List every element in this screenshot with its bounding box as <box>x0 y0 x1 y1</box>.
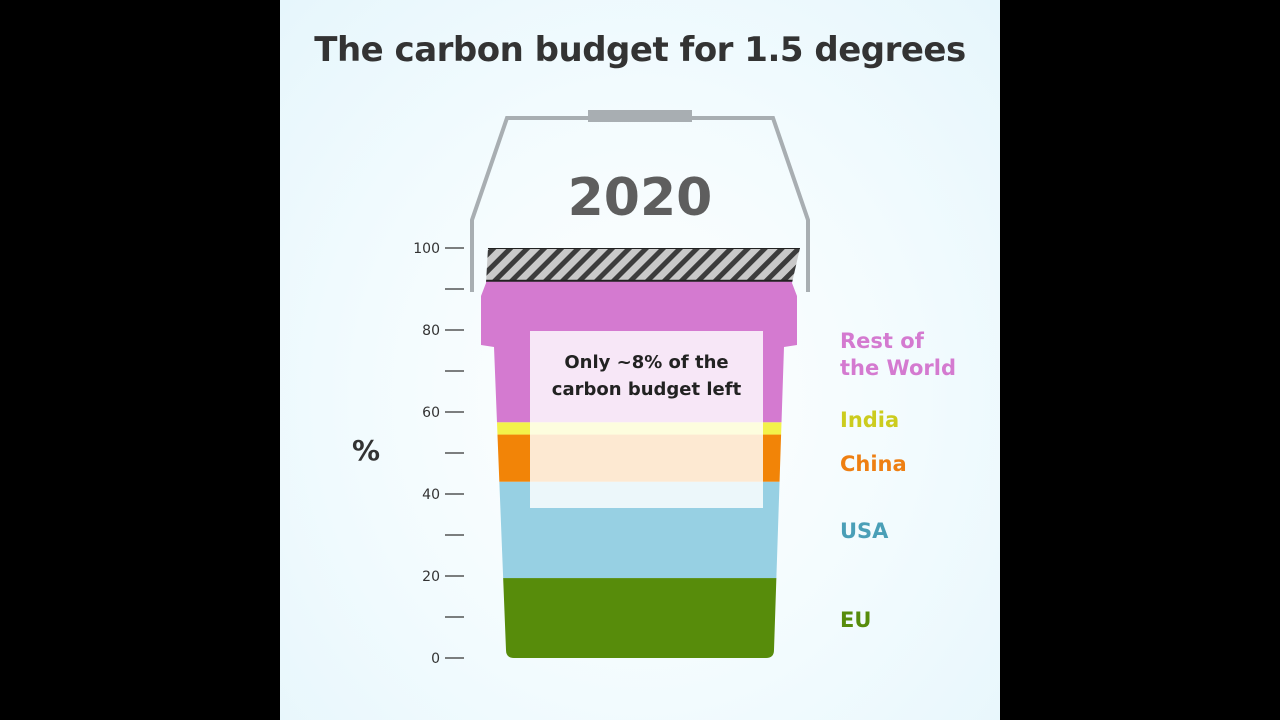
year-label: 2020 <box>567 168 713 228</box>
y-tick-label: 100 <box>413 241 440 257</box>
y-tick-label: 80 <box>422 323 440 339</box>
segment-eu <box>481 578 800 658</box>
chart-title: The carbon budget for 1.5 degrees <box>314 30 966 70</box>
y-tick-label: 60 <box>422 405 440 421</box>
legend-rest-of-world: Rest of the World <box>840 329 956 380</box>
annotation-text: Only ~8% of the carbon budget left <box>551 352 742 400</box>
y-tick-label: 0 <box>431 651 440 667</box>
y-axis-unit: % <box>352 434 381 467</box>
annotation-box: Only ~8% of the carbon budget left <box>530 331 763 508</box>
segment-remaining-budget <box>481 248 800 281</box>
legend-usa: USA <box>840 519 889 543</box>
bucket-handle <box>470 110 810 292</box>
legend-india: India <box>840 408 899 432</box>
legend-eu: EU <box>840 608 871 632</box>
y-tick-label: 20 <box>422 569 440 585</box>
chart-panel: The carbon budget for 1.5 degrees 0 20 40 6… <box>280 0 1000 720</box>
y-tick-label: 40 <box>422 487 440 503</box>
legend-china: China <box>840 452 907 476</box>
